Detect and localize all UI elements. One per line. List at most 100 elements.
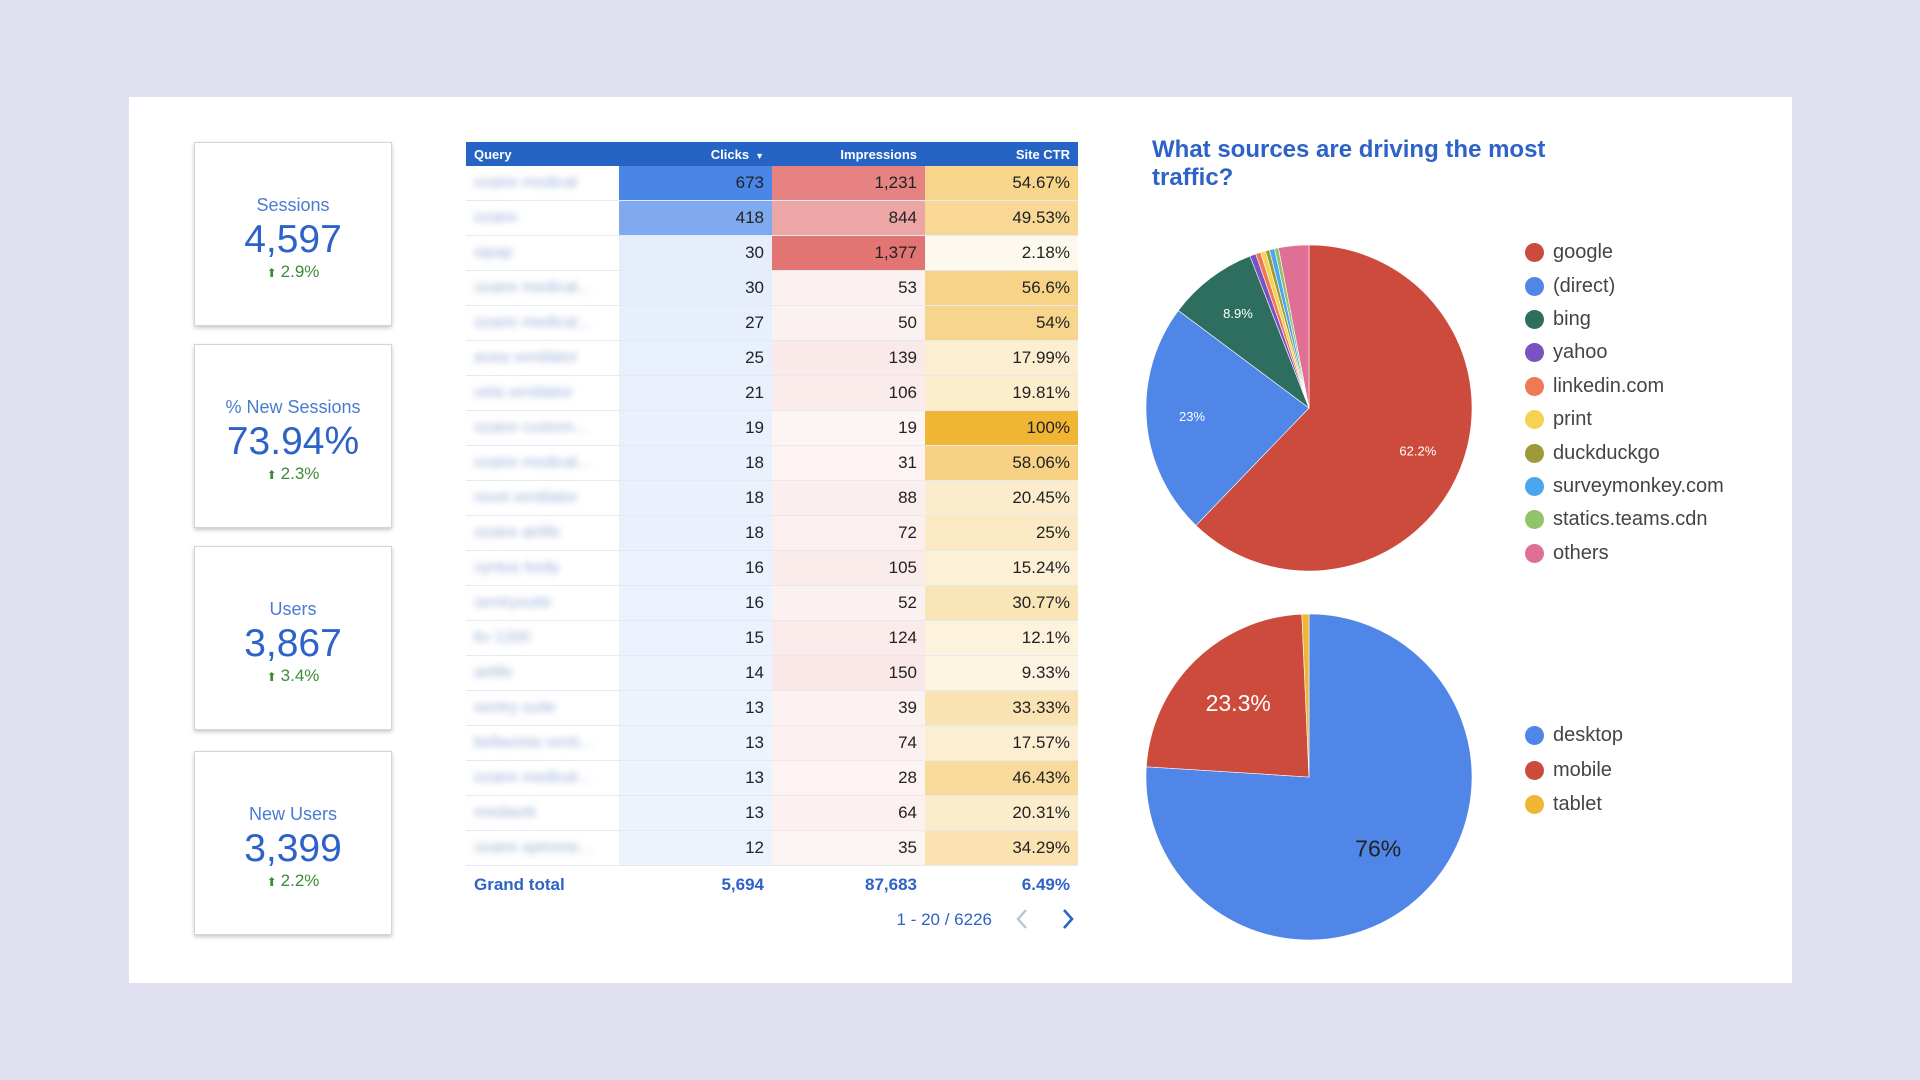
device-legend: desktop mobile tablet — [1525, 718, 1623, 822]
query-cell: ozaire medical — [474, 174, 578, 191]
legend-label: statics.teams.cdn — [1553, 508, 1708, 531]
legend-item[interactable]: (direct) — [1525, 269, 1724, 302]
table-row[interactable]: airlife 14 150 9.33% — [466, 656, 1078, 691]
kpi-delta-value: 2.9% — [280, 262, 320, 281]
table-row[interactable]: vyntus body 16 105 15.24% — [466, 551, 1078, 586]
legend-item[interactable]: print — [1525, 403, 1724, 436]
table-row[interactable]: ozaire medical... 13 28 46.43% — [466, 761, 1078, 796]
pie-slice-tablet[interactable] — [1301, 613, 1310, 778]
legend-item[interactable]: mobile — [1525, 753, 1623, 788]
ctr-cell: 30.77% — [925, 586, 1078, 620]
pie-slice-bing[interactable] — [1177, 255, 1310, 409]
pagination: 1 - 20 / 6226 — [466, 904, 1078, 934]
legend-item[interactable]: google — [1525, 236, 1724, 269]
legend-item[interactable]: duckduckgo — [1525, 436, 1724, 469]
arrow-up-icon: ⬆ — [266, 670, 277, 684]
table-row[interactable]: ltv 1200 15 124 12.1% — [466, 621, 1078, 656]
table-row[interactable]: sentrysuite 16 52 30.77% — [466, 586, 1078, 621]
kpi-value: 3,399 — [244, 827, 342, 870]
query-cell: ozaire airlife — [474, 524, 561, 541]
table-row[interactable]: sentry suite 13 39 33.33% — [466, 691, 1078, 726]
legend-item[interactable]: statics.teams.cdn — [1525, 503, 1724, 536]
kpi-users[interactable]: Users 3,867 ⬆ 3.4% — [194, 546, 392, 730]
chevron-left-icon[interactable] — [1012, 906, 1034, 932]
ctr-cell: 46.43% — [925, 761, 1078, 795]
sort-down-icon[interactable]: ▼ — [755, 150, 764, 161]
impressions-cell: 19 — [772, 411, 925, 445]
arrow-up-icon: ⬆ — [266, 875, 277, 889]
legend-item[interactable]: others — [1525, 537, 1724, 570]
table-body: ozaire medical 673 1,231 54.67% ozaire 418 844… — [466, 166, 1078, 866]
legend-item[interactable]: desktop — [1525, 718, 1623, 753]
kpi-new-sessions[interactable]: % New Sessions 73.94% ⬆ 2.3% — [194, 344, 392, 528]
chevron-right-icon[interactable] — [1056, 906, 1078, 932]
kpi-new-users[interactable]: New Users 3,399 ⬆ 2.2% — [194, 751, 392, 935]
pie-slice-others[interactable] — [1278, 244, 1310, 409]
table-row[interactable]: avea ventilator 25 139 17.99% — [466, 341, 1078, 376]
arrow-up-icon: ⬆ — [266, 468, 277, 482]
legend-swatch — [1525, 309, 1544, 329]
grand-total-clicks: 5,694 — [721, 875, 764, 894]
query-cell: vyntus body — [474, 559, 560, 576]
grand-total-row: Grand total 5,694 87,683 6.49% — [466, 866, 1078, 904]
table-row[interactable]: ozaire custom... 19 19 100% — [466, 411, 1078, 446]
column-header-query[interactable]: Query — [474, 146, 512, 162]
pie-slice-label: 23.3% — [1206, 690, 1271, 716]
legend-item[interactable]: tablet — [1525, 787, 1623, 822]
device-pie-chart: 76% 23.3% — [1145, 613, 1473, 941]
impressions-cell: 106 — [772, 376, 925, 410]
column-header-clicks[interactable]: Clicks ▼ — [619, 147, 772, 162]
impressions-cell: 150 — [772, 656, 925, 690]
legend-swatch — [1525, 760, 1544, 780]
table-row[interactable]: revel ventilator 18 88 20.45% — [466, 481, 1078, 516]
pie-slice-label: 8.9% — [1223, 306, 1253, 321]
column-header-clicks-label: Clicks — [710, 146, 750, 162]
ctr-cell: 100% — [925, 411, 1078, 445]
column-header-impressions[interactable]: Impressions — [840, 146, 917, 162]
legend-label: desktop — [1553, 723, 1624, 746]
legend-item[interactable]: surveymonkey.com — [1525, 470, 1724, 503]
column-header-ctr[interactable]: Site CTR — [1015, 146, 1070, 162]
clicks-cell: 18 — [619, 481, 772, 515]
table-row[interactable]: medaork 13 64 20.31% — [466, 796, 1078, 831]
impressions-cell: 28 — [772, 761, 925, 795]
legend-item[interactable]: yahoo — [1525, 336, 1724, 369]
clicks-cell: 21 — [619, 376, 772, 410]
legend-label: yahoo — [1553, 341, 1608, 364]
query-cell: sipap — [474, 244, 513, 261]
kpi-label: Users — [269, 599, 317, 619]
grand-total-impressions: 87,683 — [865, 875, 917, 894]
ctr-cell: 54.67% — [925, 166, 1078, 200]
table-row[interactable]: ozaire 418 844 49.53% — [466, 201, 1078, 236]
legend-item[interactable]: linkedin.com — [1525, 370, 1724, 403]
table-row[interactable]: ozaire medical... 27 50 54% — [466, 306, 1078, 341]
pie-slice--direct-[interactable] — [1145, 310, 1310, 526]
query-cell: sentry suite — [474, 699, 556, 716]
impressions-cell: 124 — [772, 621, 925, 655]
table-row[interactable]: vela ventilator 21 106 19.81% — [466, 376, 1078, 411]
pie-slice-mobile[interactable] — [1146, 613, 1310, 778]
table-row[interactable]: sipap 30 1,377 2.18% — [466, 236, 1078, 271]
ctr-cell: 58.06% — [925, 446, 1078, 480]
clicks-cell: 12 — [619, 831, 772, 865]
legend-item[interactable]: bing — [1525, 303, 1724, 336]
pie-slice-google[interactable] — [1195, 244, 1473, 572]
table-row[interactable]: ozaire airlife 18 72 25% — [466, 516, 1078, 551]
query-cell: ozaire medical... — [474, 769, 591, 786]
arrow-up-icon: ⬆ — [266, 266, 277, 280]
kpi-delta: ⬆ 2.2% — [195, 871, 391, 891]
query-cell: medaork — [474, 804, 537, 821]
impressions-cell: 31 — [772, 446, 925, 480]
pie-slice-desktop[interactable] — [1145, 613, 1473, 941]
table-row[interactable]: ozaire medical... 30 53 56.6% — [466, 271, 1078, 306]
table-row[interactable]: ozaire medical... 18 31 58.06% — [466, 446, 1078, 481]
table-row[interactable]: ozaire spirome... 12 35 34.29% — [466, 831, 1078, 866]
table-row[interactable]: ozaire medical 673 1,231 54.67% — [466, 166, 1078, 201]
kpi-value: 73.94% — [226, 420, 360, 463]
query-cell: ozaire medical... — [474, 314, 591, 331]
legend-label: (direct) — [1553, 274, 1616, 297]
kpi-sessions[interactable]: Sessions 4,597 ⬆ 2.9% — [194, 142, 392, 326]
table-row[interactable]: bellavista venti... 13 74 17.57% — [466, 726, 1078, 761]
legend-label: mobile — [1553, 758, 1612, 781]
chart-title: What sources are driving the most traffi… — [1152, 136, 1546, 191]
